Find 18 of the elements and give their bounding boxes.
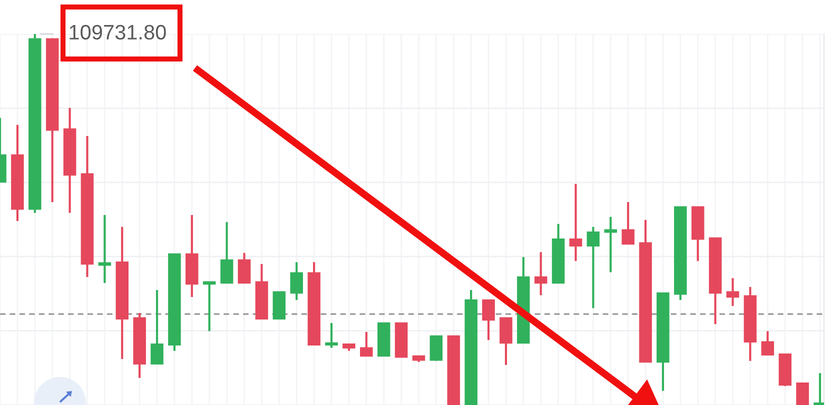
candlestick <box>360 330 373 358</box>
candlestick <box>761 330 774 356</box>
candlestick <box>482 298 495 342</box>
candlestick <box>586 226 600 310</box>
candlestick <box>220 221 234 284</box>
candlestick <box>202 280 216 332</box>
annotation: 109731.80 <box>70 24 166 40</box>
candlestick <box>622 201 634 246</box>
candlestick <box>534 251 548 296</box>
candlestick <box>796 382 809 405</box>
candlestick <box>238 252 251 284</box>
candlestick <box>325 322 338 349</box>
candlestick <box>569 182 582 262</box>
candlestick <box>290 261 303 302</box>
candlestick <box>98 214 112 284</box>
candlestick <box>150 288 164 365</box>
candlestick <box>604 216 618 274</box>
candlestick <box>726 277 740 307</box>
